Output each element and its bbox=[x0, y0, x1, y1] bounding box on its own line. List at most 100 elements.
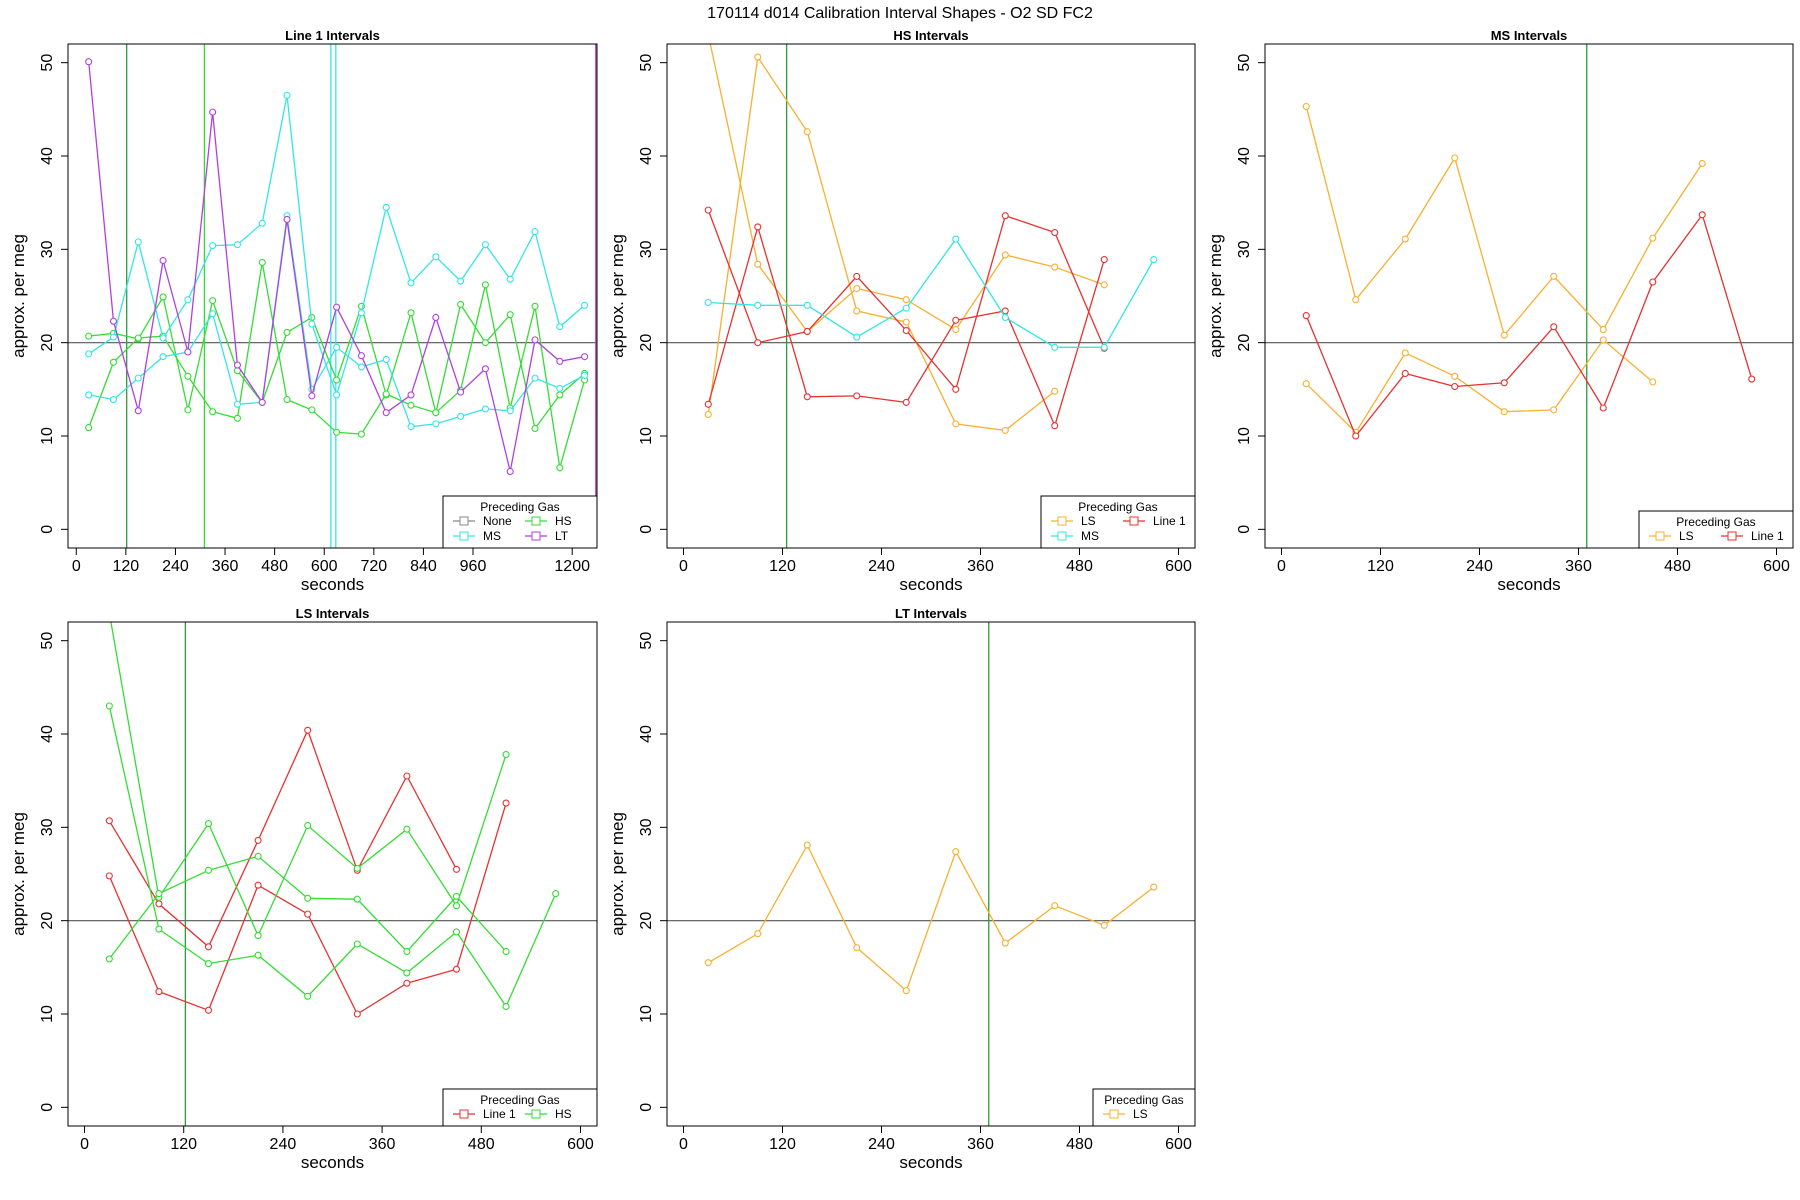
legend-title: Preceding Gas bbox=[1078, 500, 1157, 514]
y-tick-label: 30 bbox=[638, 818, 655, 836]
data-point bbox=[1150, 883, 1158, 891]
y-axis-label: approx. per meg bbox=[9, 812, 28, 936]
plot-area bbox=[1265, 44, 1793, 548]
y-tick-label: 30 bbox=[1236, 240, 1253, 258]
data-point bbox=[1352, 432, 1360, 440]
data-point bbox=[233, 400, 241, 408]
legend-square-icon bbox=[459, 516, 469, 526]
legend-square-icon bbox=[531, 531, 541, 541]
legend-entry-ms: MS bbox=[1051, 529, 1099, 543]
data-point bbox=[283, 328, 291, 336]
y-axis-label: approx. per meg bbox=[608, 812, 627, 936]
data-point bbox=[209, 297, 217, 305]
series-ms bbox=[85, 212, 589, 431]
x-tick-label: 120 bbox=[769, 1136, 796, 1153]
data-point bbox=[581, 371, 589, 379]
chart-title: LS Intervals bbox=[296, 606, 370, 621]
series-line bbox=[108, 728, 458, 948]
data-point bbox=[556, 384, 564, 392]
data-point bbox=[1451, 154, 1459, 162]
data-point bbox=[283, 396, 291, 404]
chart-title: LT Intervals bbox=[895, 606, 967, 621]
data-point bbox=[353, 940, 361, 948]
chart-title: Line 1 Intervals bbox=[285, 28, 380, 43]
x-axis: 0 120 240 360 480 600 bbox=[679, 548, 1192, 575]
legend-square-icon bbox=[1727, 531, 1737, 541]
data-point bbox=[304, 992, 312, 1000]
data-point bbox=[531, 374, 539, 382]
data-point bbox=[357, 363, 365, 371]
data-point bbox=[1401, 235, 1409, 243]
data-point bbox=[754, 339, 762, 347]
data-point bbox=[1001, 212, 1009, 220]
x-tick-label: 600 bbox=[1763, 558, 1790, 575]
data-point bbox=[506, 467, 514, 476]
data-point bbox=[382, 409, 390, 417]
data-point bbox=[1599, 404, 1607, 412]
chart-ms-intervals: MS Intervals 0 120 240 360 480 600 seconds 0 10 20… bbox=[1206, 28, 1794, 594]
data-point bbox=[704, 410, 712, 419]
data-point bbox=[353, 1010, 361, 1018]
data-point bbox=[581, 301, 589, 309]
y-tick-label: 10 bbox=[638, 427, 655, 445]
data-point bbox=[85, 332, 93, 340]
data-point bbox=[1001, 426, 1009, 434]
data-point bbox=[1150, 256, 1158, 264]
data-point bbox=[333, 303, 341, 311]
data-point bbox=[853, 392, 861, 400]
x-axis-label: seconds bbox=[899, 1153, 962, 1172]
data-point bbox=[233, 241, 241, 249]
x-tick-label: 0 bbox=[679, 1136, 688, 1153]
x-tick-label: 840 bbox=[410, 558, 437, 575]
data-point bbox=[1550, 323, 1558, 331]
series-line bbox=[88, 262, 586, 468]
series-line bbox=[707, 843, 1155, 992]
data-point bbox=[254, 932, 262, 940]
chart-hs-intervals: HS Intervals 0 120 240 360 480 600 seconds 0 10 20… bbox=[608, 28, 1196, 594]
x-axis-label: seconds bbox=[1497, 575, 1560, 594]
legend-entry-lt: LT bbox=[525, 529, 569, 543]
data-point bbox=[134, 374, 142, 382]
data-point bbox=[1451, 382, 1459, 391]
series-line bbox=[108, 855, 507, 960]
data-point bbox=[457, 412, 465, 420]
data-point bbox=[134, 407, 142, 415]
data-point bbox=[1401, 349, 1409, 357]
data-point bbox=[1302, 380, 1310, 388]
data-point bbox=[304, 894, 312, 902]
data-point bbox=[754, 260, 762, 268]
data-point bbox=[803, 128, 811, 136]
legend-square-icon bbox=[1057, 531, 1067, 541]
data-point bbox=[204, 943, 213, 951]
legend-square-icon bbox=[459, 531, 469, 541]
data-point bbox=[853, 333, 861, 341]
legend-box bbox=[1638, 510, 1794, 549]
series-line bbox=[708, 237, 1155, 348]
data-point bbox=[204, 820, 213, 828]
data-point bbox=[209, 108, 217, 116]
legend-label: LT bbox=[555, 529, 569, 543]
data-point bbox=[952, 385, 960, 393]
data-point bbox=[506, 275, 514, 283]
data-point bbox=[452, 865, 461, 873]
y-tick-label: 0 bbox=[638, 1103, 655, 1112]
data-point bbox=[506, 311, 514, 319]
data-point bbox=[902, 318, 910, 326]
data-point bbox=[85, 391, 93, 399]
data-point bbox=[258, 258, 266, 266]
y-tick-label: 50 bbox=[638, 632, 655, 650]
plot-frame bbox=[67, 43, 598, 549]
data-point bbox=[1001, 251, 1009, 259]
x-tick-label: 360 bbox=[212, 558, 239, 575]
data-point bbox=[407, 279, 415, 287]
y-tick-label: 40 bbox=[39, 725, 56, 743]
data-point bbox=[155, 890, 163, 898]
x-axis-label: seconds bbox=[301, 575, 364, 594]
data-point bbox=[1649, 378, 1657, 386]
data-point bbox=[1051, 902, 1059, 910]
data-point bbox=[184, 348, 192, 356]
data-point bbox=[432, 253, 440, 261]
legend-title: Preceding Gas bbox=[480, 1093, 559, 1107]
data-point bbox=[333, 428, 341, 436]
